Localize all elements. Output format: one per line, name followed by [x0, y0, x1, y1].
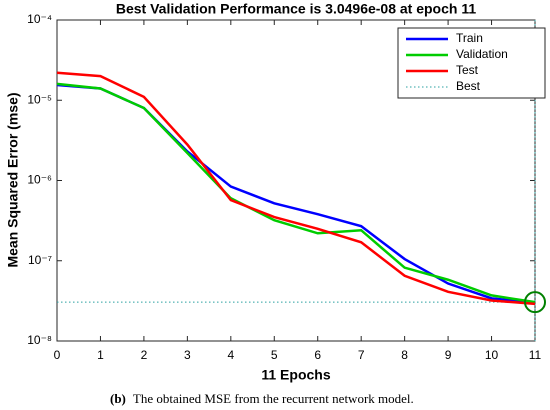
- x-tick-label: 7: [358, 348, 365, 362]
- y-tick-label: 10⁻⁶: [27, 173, 52, 187]
- x-tick-label: 3: [184, 348, 191, 362]
- chart-title: Best Validation Performance is 3.0496e-0…: [116, 1, 476, 17]
- legend-label: Validation: [456, 47, 508, 61]
- x-tick-label: 10: [485, 348, 499, 362]
- x-tick-label: 0: [54, 348, 61, 362]
- x-tick-label: 6: [314, 348, 321, 362]
- x-tick-label: 2: [141, 348, 148, 362]
- y-tick-label: 10⁻⁵: [27, 92, 52, 106]
- x-axis-label: 11 Epochs: [261, 367, 330, 383]
- x-tick-label: 5: [271, 348, 278, 362]
- x-tick-label: 11: [529, 348, 542, 362]
- y-tick-label: 10⁻⁴: [27, 12, 52, 26]
- x-tick-label: 8: [401, 348, 408, 362]
- x-tick-label: 4: [227, 348, 234, 362]
- best-marker: [524, 291, 546, 314]
- legend-label: Train: [456, 31, 483, 45]
- y-axis-label: Mean Squared Error (mse): [5, 92, 21, 267]
- y-tick-label: 10⁻⁸: [27, 333, 52, 347]
- y-tick-label: 10⁻⁷: [28, 253, 52, 267]
- series-line: [56, 71, 536, 306]
- x-tick-label: 9: [445, 348, 452, 362]
- caption-label: (b): [110, 391, 126, 406]
- legend-label: Test: [456, 63, 479, 77]
- caption: (b) The obtained MSE from the recurrent …: [110, 391, 414, 406]
- legend-label: Best: [456, 79, 481, 93]
- caption-text: The obtained MSE from the recurrent netw…: [133, 391, 414, 406]
- x-tick-label: 1: [97, 348, 104, 362]
- series-line: [56, 82, 536, 304]
